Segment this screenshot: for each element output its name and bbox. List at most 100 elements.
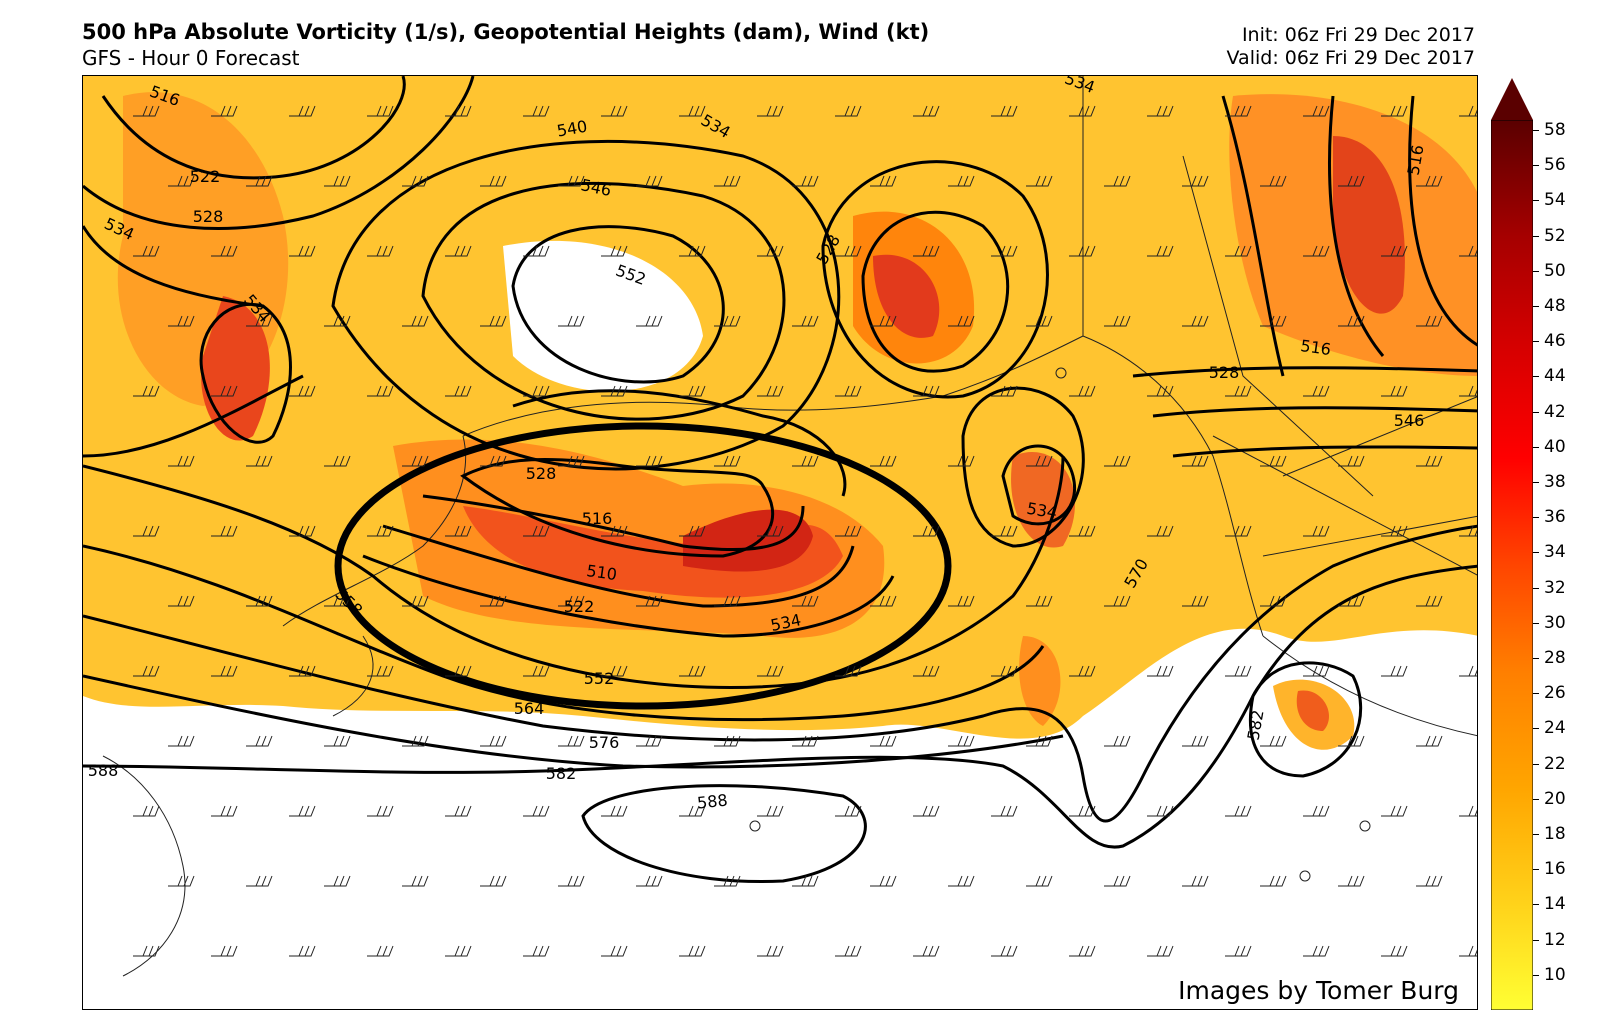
wind-barb <box>1182 595 1209 607</box>
wind-barb <box>991 525 1018 537</box>
wind-barb <box>835 525 862 537</box>
wind-barb <box>835 945 862 957</box>
wind-barb <box>991 665 1018 677</box>
wind-barb <box>367 105 394 117</box>
contour-label: 528 <box>193 207 224 226</box>
wind-barb <box>870 315 897 327</box>
wind-barb <box>679 245 706 257</box>
wind-barb <box>792 595 819 607</box>
contour-label: 582 <box>1244 708 1268 741</box>
wind-barb <box>757 665 784 677</box>
wind-barb <box>1182 875 1209 887</box>
wind-barb <box>246 595 273 607</box>
wind-barb <box>445 945 472 957</box>
wind-barb <box>1147 105 1174 117</box>
wind-barb <box>636 735 663 747</box>
wind-barb <box>601 945 628 957</box>
wind-barb <box>792 455 819 467</box>
wind-barb <box>1338 175 1365 187</box>
wind-barb <box>445 665 472 677</box>
colorbar-tick-label: 46 <box>1533 333 1566 350</box>
colorbar-tick-label: 22 <box>1533 755 1566 773</box>
wind-barb <box>367 665 394 677</box>
wind-barb <box>289 245 316 257</box>
wind-barb <box>133 245 160 257</box>
wind-barb <box>523 665 550 677</box>
wind-barb <box>991 245 1018 257</box>
wind-barb <box>1459 105 1477 117</box>
colorbar-tick-label: 42 <box>1533 403 1566 421</box>
wind-barb <box>757 245 784 257</box>
wind-barb <box>1026 735 1053 747</box>
wind-barb <box>1381 525 1408 537</box>
colorbar-tick-label: 18 <box>1533 826 1566 843</box>
wind-barb <box>948 175 975 187</box>
wind-barb <box>211 525 238 537</box>
wind-barb <box>402 175 429 187</box>
contour-label: 588 <box>88 761 119 780</box>
wind-barb <box>558 735 585 747</box>
wind-barb <box>601 245 628 257</box>
wind-barb <box>636 595 663 607</box>
contour-label: 576 <box>589 733 620 752</box>
colorbar-tick-label: 28 <box>1533 650 1566 667</box>
contour-label: 546 <box>1394 411 1425 430</box>
wind-barb <box>211 245 238 257</box>
wind-barb <box>367 385 394 397</box>
colorbar-tick-label: 50 <box>1533 262 1566 280</box>
wind-barb <box>1104 455 1131 467</box>
wind-barb <box>991 945 1018 957</box>
wind-barb <box>870 455 897 467</box>
colorbar-tick-label: 26 <box>1533 685 1566 702</box>
wind-barb <box>1459 525 1477 537</box>
wind-barb <box>1381 945 1408 957</box>
wind-barb <box>480 315 507 327</box>
wind-barb <box>168 455 195 467</box>
colorbar-tick-label: 32 <box>1533 579 1566 597</box>
wind-barb <box>1069 245 1096 257</box>
wind-barb <box>1147 245 1174 257</box>
wind-barb <box>1303 385 1330 397</box>
contour-label: 528 <box>526 464 557 483</box>
wind-barb <box>948 315 975 327</box>
wind-barb <box>1381 385 1408 397</box>
contour-label: 516 <box>1299 336 1332 359</box>
wind-barb <box>948 595 975 607</box>
wind-barb <box>636 875 663 887</box>
wind-barb <box>714 595 741 607</box>
wind-barb <box>480 455 507 467</box>
wind-barb <box>1069 105 1096 117</box>
wind-barb <box>1260 175 1287 187</box>
wind-barb <box>1182 735 1209 747</box>
wind-barb <box>1225 245 1252 257</box>
wind-barb <box>1147 945 1174 957</box>
highlight-ellipse <box>334 422 952 710</box>
wind-barb <box>211 665 238 677</box>
wind-barb <box>133 105 160 117</box>
wind-barb <box>913 665 940 677</box>
map-canvas: 516 522 528 534 534 540 546 552 534 528 … <box>83 76 1477 1009</box>
wind-barb <box>1260 595 1287 607</box>
wind-barb <box>1182 175 1209 187</box>
wind-barb <box>1260 455 1287 467</box>
wind-barb <box>792 735 819 747</box>
wind-barb <box>1381 805 1408 817</box>
wind-barb <box>367 945 394 957</box>
wind-barb <box>1104 175 1131 187</box>
wind-barb <box>991 385 1018 397</box>
wind-barb <box>558 175 585 187</box>
map-title: 500 hPa Absolute Vorticity (1/s), Geopot… <box>82 20 930 44</box>
wind-barb <box>1069 665 1096 677</box>
init-time: Init: 06z Fri 29 Dec 2017 <box>1241 24 1475 46</box>
wind-barb <box>636 455 663 467</box>
wind-barb <box>913 385 940 397</box>
wind-barb <box>870 175 897 187</box>
wind-barb <box>1026 595 1053 607</box>
colorbar-tick-label: 36 <box>1533 509 1566 526</box>
wind-barb <box>168 875 195 887</box>
wind-barb <box>1225 525 1252 537</box>
wind-barb <box>558 595 585 607</box>
wind-barb <box>445 105 472 117</box>
wind-barb <box>714 175 741 187</box>
wind-barb <box>601 525 628 537</box>
